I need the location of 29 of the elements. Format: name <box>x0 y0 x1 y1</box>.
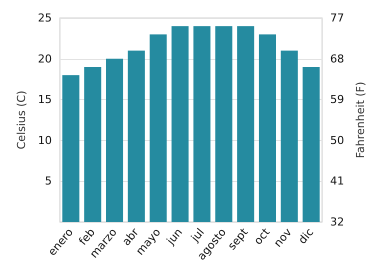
bar <box>215 26 232 222</box>
y2-tick-label: 68 <box>330 52 344 66</box>
x-tick-label: jun <box>164 226 186 248</box>
y-axis-title: Celsius (C) <box>15 90 28 150</box>
y-tick-label: 25 <box>38 12 52 24</box>
y2-tick-label: 50 <box>330 134 344 147</box>
bar <box>193 26 210 222</box>
y2-tick-label: 77 <box>330 12 344 24</box>
bar <box>128 50 145 222</box>
bar <box>106 58 124 222</box>
y2-tick-label: 59 <box>330 93 344 106</box>
bar <box>237 26 254 222</box>
bar <box>258 34 276 222</box>
y2-axis-title: Fahrenheit (F) <box>354 82 367 158</box>
x-tick-label: nov <box>271 225 295 250</box>
bar <box>280 50 298 222</box>
bar <box>172 26 189 222</box>
y2-tick-label: 32 <box>330 216 344 228</box>
y-tick-label: 15 <box>38 93 52 106</box>
y-tick-label: 10 <box>38 134 52 147</box>
bar <box>150 34 167 222</box>
bar <box>302 66 320 222</box>
bar <box>84 66 102 222</box>
x-tick-label: oct <box>252 225 273 248</box>
y-tick-label: 20 <box>38 52 52 66</box>
y2-tick-label: 41 <box>330 174 344 188</box>
bar <box>62 75 80 222</box>
y-tick-label: 5 <box>44 174 52 188</box>
x-tick-label: dic <box>296 226 316 247</box>
